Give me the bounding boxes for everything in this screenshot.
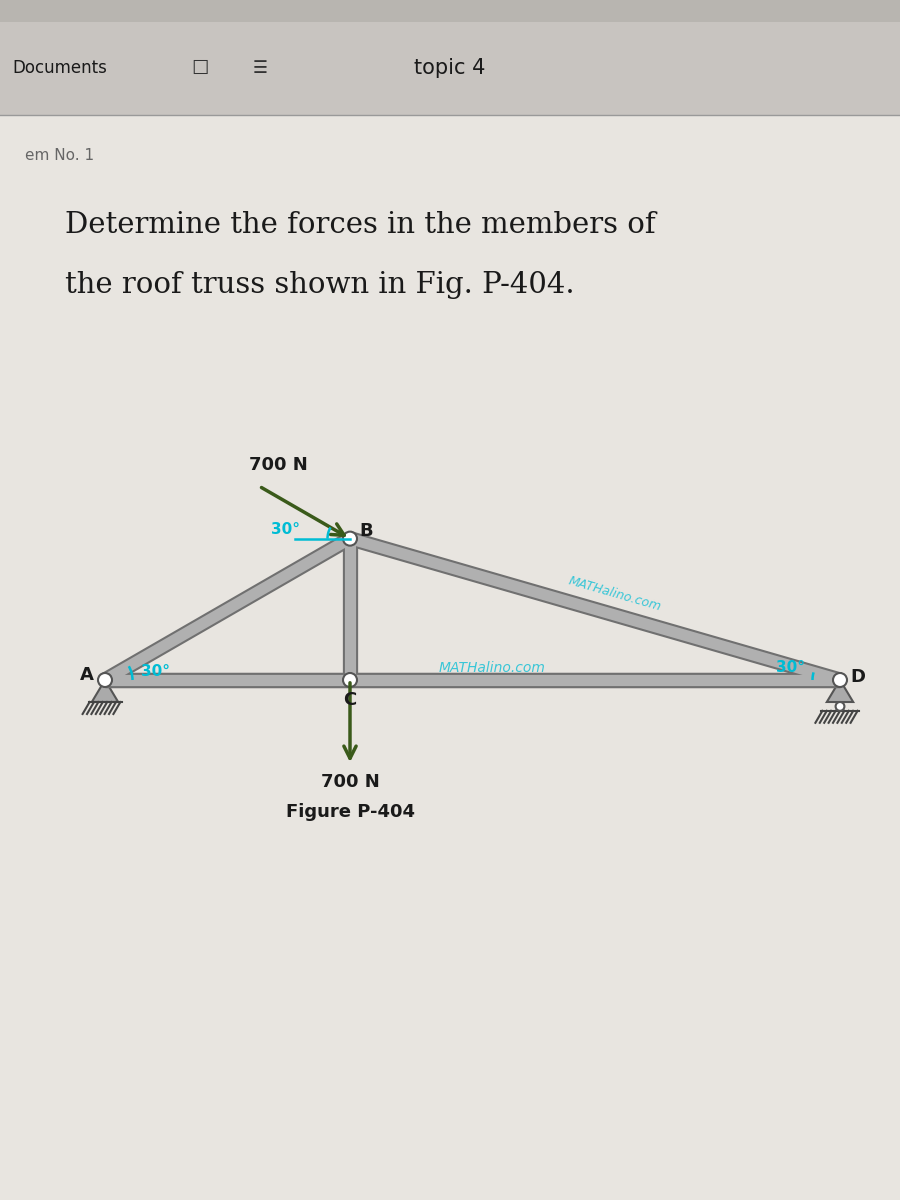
Circle shape <box>835 702 844 710</box>
Text: MATHalino.com: MATHalino.com <box>439 661 546 674</box>
Text: 30°: 30° <box>776 660 805 676</box>
Circle shape <box>343 673 357 686</box>
Circle shape <box>98 673 112 686</box>
FancyBboxPatch shape <box>0 0 900 22</box>
Text: A: A <box>80 666 94 684</box>
Text: 30°: 30° <box>141 665 170 679</box>
Text: 30°: 30° <box>271 522 300 538</box>
Text: B: B <box>359 522 373 540</box>
Text: 700 N: 700 N <box>249 456 308 474</box>
Text: MATHalino.com: MATHalino.com <box>567 575 663 614</box>
Text: ☰: ☰ <box>253 59 267 77</box>
Text: topic 4: topic 4 <box>414 58 486 78</box>
Circle shape <box>343 532 357 546</box>
Polygon shape <box>92 680 118 702</box>
Text: em No. 1: em No. 1 <box>25 148 94 162</box>
Text: Determine the forces in the members of: Determine the forces in the members of <box>65 211 655 239</box>
Circle shape <box>833 673 847 686</box>
FancyBboxPatch shape <box>0 115 900 1200</box>
Text: ☐: ☐ <box>191 59 209 78</box>
Text: D: D <box>850 668 866 686</box>
Text: C: C <box>344 691 356 709</box>
Text: the roof truss shown in Fig. P-404.: the roof truss shown in Fig. P-404. <box>65 271 574 299</box>
Text: 700 N: 700 N <box>320 773 380 791</box>
FancyBboxPatch shape <box>0 22 900 115</box>
Text: Figure P-404: Figure P-404 <box>285 803 415 821</box>
Text: Documents: Documents <box>12 59 107 77</box>
Polygon shape <box>827 680 853 702</box>
